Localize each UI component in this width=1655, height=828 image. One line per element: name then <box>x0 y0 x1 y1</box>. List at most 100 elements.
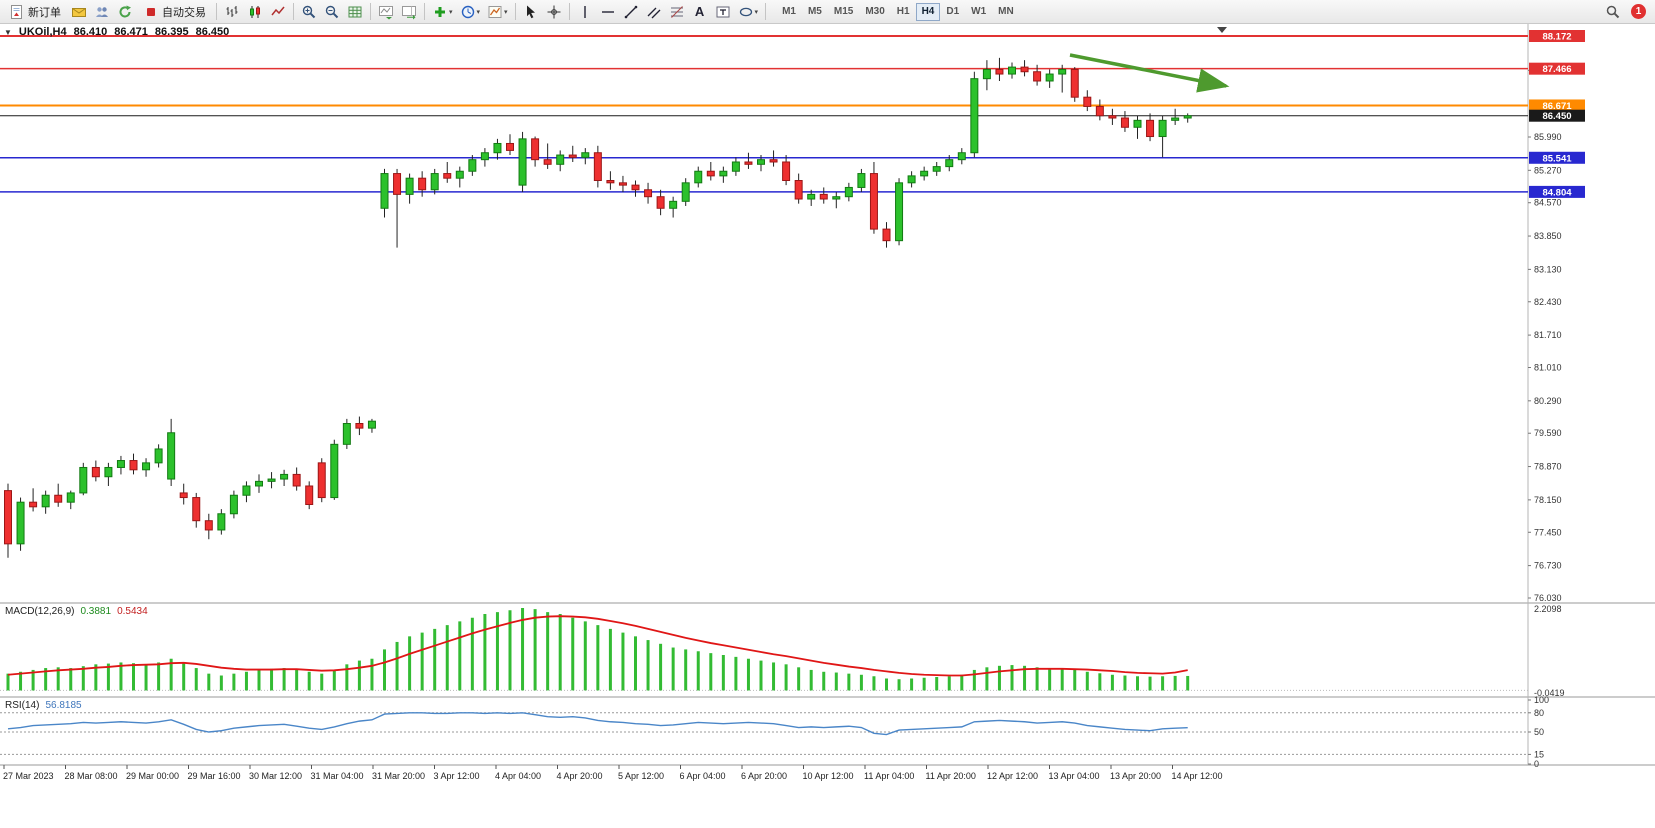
time-axis-label: 11 Apr 04:00 <box>864 771 914 781</box>
templates-button[interactable]: ▾ <box>484 2 511 22</box>
price-badge-text: 87.466 <box>1542 64 1571 75</box>
notification-badge[interactable]: 1 <box>1631 4 1646 19</box>
candle <box>41 494 50 508</box>
timeframe-button-W1[interactable]: W1 <box>965 3 992 21</box>
time-axis-label: 31 Mar 04:00 <box>311 771 364 781</box>
line-chart-icon <box>271 6 285 15</box>
price-badge-text: 84.804 <box>1542 187 1572 198</box>
line-chart-button[interactable] <box>267 2 289 22</box>
zoom-in-button[interactable] <box>298 2 320 22</box>
zoom-out-button[interactable] <box>321 2 343 22</box>
candle <box>1108 115 1117 119</box>
price-badge <box>1529 109 1585 122</box>
text-icon: A <box>694 3 705 19</box>
ohlc-high: 86.471 <box>114 26 148 38</box>
candle <box>857 173 866 188</box>
mail-button[interactable] <box>68 2 90 22</box>
shapes-button[interactable]: ▾ <box>735 2 762 22</box>
rsi-axis-label: 100 <box>1534 695 1549 705</box>
template-icon <box>488 5 502 18</box>
bars-chart-icon <box>226 5 238 17</box>
candle <box>91 466 100 478</box>
new-order-label: 新订单 <box>28 6 61 19</box>
chart-shift-button[interactable] <box>398 2 420 22</box>
candle <box>681 182 690 202</box>
timeframe-button-MN[interactable]: MN <box>992 3 1020 21</box>
time-axis-label: 12 Apr 12:00 <box>987 771 1038 781</box>
price-axis-label: 83.130 <box>1534 264 1562 274</box>
label-button[interactable] <box>712 2 734 22</box>
chevron-down-icon: ▾ <box>504 8 508 16</box>
rsi-axis-label: 80 <box>1534 708 1544 718</box>
candle <box>832 196 841 200</box>
trendline-button[interactable] <box>620 2 642 22</box>
toolbar-right-tools: 1 <box>1602 2 1652 22</box>
price-axis-label: 82.430 <box>1534 297 1562 307</box>
horizontal-line-icon <box>601 10 614 13</box>
cursor-button[interactable] <box>520 2 542 22</box>
collapse-arrow-icon[interactable]: ▼ <box>4 27 12 37</box>
chevron-down-icon: ▾ <box>754 8 759 16</box>
time-axis[interactable]: 27 Mar 2023 28 Mar 08:00 29 Mar 00:00 29 Ma… <box>3 765 1223 781</box>
bars-chart-button[interactable] <box>221 2 243 22</box>
crosshair-icon <box>547 5 561 18</box>
candle <box>330 443 339 499</box>
rsi-axis-label: 15 <box>1534 749 1544 759</box>
chevron-down-icon: ▾ <box>476 8 481 16</box>
candle <box>757 159 765 165</box>
candle <box>1146 119 1155 138</box>
candle <box>1008 66 1016 75</box>
price-badge-text: 86.671 <box>1542 101 1572 112</box>
trend-arrow-annotation[interactable] <box>1069 53 1230 93</box>
timeframe-button-M5[interactable]: M5 <box>802 3 828 21</box>
accounts-icon <box>96 6 108 17</box>
candle <box>192 497 201 522</box>
timeframe-button-M15[interactable]: M15 <box>828 3 859 21</box>
candle <box>455 170 464 179</box>
price-level-lines <box>0 35 1528 193</box>
autotrading-button[interactable]: 自动交易 <box>137 2 212 22</box>
candle <box>518 138 527 186</box>
candle <box>907 175 916 184</box>
search-button[interactable] <box>1602 2 1624 22</box>
time-axis-label: 10 Apr 12:00 <box>803 771 854 781</box>
periods-button[interactable]: ▾ <box>457 2 484 22</box>
new-order-button[interactable]: 新订单 <box>3 2 67 22</box>
candle <box>970 78 979 154</box>
chart-canvas[interactable]: 87.43085.99085.27084.57083.85083.13082.4… <box>0 24 1655 828</box>
price-axis-label: 79.590 <box>1534 428 1562 438</box>
grid-button[interactable] <box>344 2 366 22</box>
candle <box>782 161 791 182</box>
timeframe-button-H1[interactable]: H1 <box>891 3 916 21</box>
auto-scroll-button[interactable] <box>375 2 397 22</box>
grid-icon <box>348 6 362 17</box>
timeframe-button-D1[interactable]: D1 <box>940 3 965 21</box>
refresh-button[interactable] <box>114 2 136 22</box>
timeframe-button-M1[interactable]: M1 <box>776 3 802 21</box>
add-indicator-icon <box>435 6 445 17</box>
candle <box>1133 119 1142 128</box>
price-axis-label: 85.990 <box>1534 132 1562 142</box>
text-button[interactable]: A <box>689 2 711 22</box>
channel-button[interactable] <box>643 2 665 22</box>
timeframe-button-H4[interactable]: H4 <box>915 2 941 21</box>
vertical-line-button[interactable] <box>574 2 596 22</box>
candle <box>694 170 703 184</box>
candle <box>719 170 728 177</box>
candle <box>1158 119 1167 138</box>
candlestick-chart-button[interactable] <box>244 2 266 22</box>
fibonacci-button[interactable] <box>666 2 688 22</box>
timeframe-button-M30[interactable]: M30 <box>859 3 890 21</box>
horizontal-line-button[interactable] <box>597 2 619 22</box>
add-indicator-button[interactable]: ▾ <box>429 2 456 22</box>
accounts-button[interactable] <box>91 2 113 22</box>
macd-signal-value: 0.5434 <box>117 606 148 617</box>
candle <box>1095 105 1104 117</box>
candle <box>380 173 389 209</box>
time-axis-label: 14 Apr 12:00 <box>1172 771 1223 781</box>
price-axis-label: 78.870 <box>1534 462 1562 472</box>
candle <box>644 189 653 198</box>
candle <box>581 152 590 158</box>
crosshair-button[interactable] <box>543 2 565 22</box>
candle <box>543 159 552 165</box>
